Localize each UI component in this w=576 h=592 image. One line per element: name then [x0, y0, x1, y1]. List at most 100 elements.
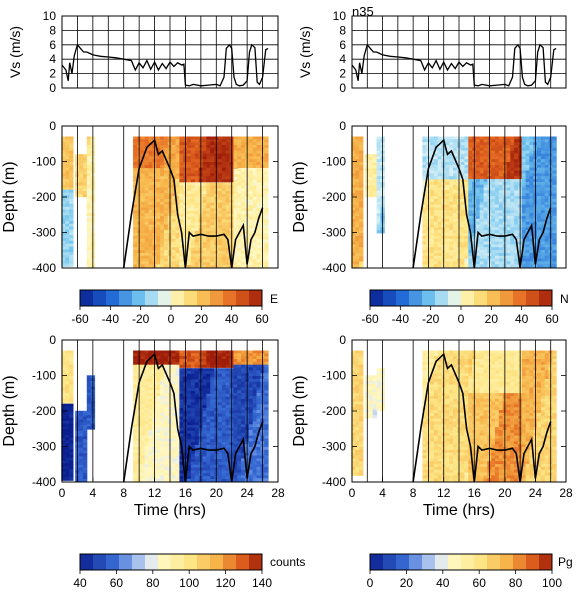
data-cell — [433, 176, 439, 180]
data-cell — [449, 179, 454, 183]
data-cell — [483, 210, 488, 214]
data-cell — [437, 145, 443, 149]
data-cell — [61, 350, 66, 354]
data-cell — [552, 196, 557, 200]
data-cell — [521, 162, 527, 166]
data-cell — [468, 187, 473, 191]
data-cell — [233, 233, 238, 237]
data-cell — [445, 227, 450, 231]
data-cell — [140, 210, 146, 214]
data-cell — [359, 204, 364, 208]
data-cell — [69, 412, 74, 416]
data-cell — [437, 244, 443, 248]
data-cell — [233, 230, 238, 235]
data-cell — [552, 233, 557, 237]
data-cell — [144, 241, 150, 245]
data-cell — [241, 156, 246, 160]
data-cell — [460, 247, 465, 251]
data-cell — [491, 221, 496, 225]
data-cell — [252, 191, 258, 195]
data-cell — [241, 179, 246, 183]
data-cell — [194, 156, 200, 160]
data-cell — [264, 262, 269, 266]
data-cell — [359, 167, 364, 171]
data-cell — [237, 211, 242, 215]
data-cell — [194, 196, 200, 200]
data-cell — [237, 182, 242, 186]
data-cell — [69, 395, 74, 400]
data-cell — [510, 170, 515, 174]
data-cell — [163, 164, 169, 169]
data-cell — [79, 439, 84, 443]
data-cell — [355, 162, 360, 166]
data-cell — [171, 136, 177, 140]
data-cell — [430, 247, 435, 251]
colorbar-segment — [513, 290, 527, 306]
data-cell — [525, 190, 530, 194]
vs-line — [351, 43, 557, 87]
data-cell — [163, 179, 169, 183]
data-cell — [256, 164, 261, 169]
data-cell — [495, 224, 500, 228]
colorbar-segment — [119, 290, 133, 306]
data-cell — [156, 221, 161, 225]
data-cell — [69, 246, 74, 250]
data-cell — [133, 238, 138, 242]
data-cell — [430, 159, 435, 163]
data-cell — [69, 184, 74, 188]
data-cell — [140, 255, 146, 259]
data-cell — [552, 230, 557, 234]
data-cell — [537, 201, 542, 205]
data-cell — [140, 162, 146, 166]
data-cell — [237, 245, 242, 249]
data-cell — [237, 174, 242, 178]
data-cell — [510, 216, 515, 220]
data-cell — [483, 153, 488, 157]
data-cell — [190, 228, 196, 232]
data-cell — [171, 147, 177, 151]
data-cell — [248, 262, 254, 266]
data-cell — [460, 250, 465, 254]
data-cell — [252, 205, 258, 209]
data-cell — [430, 227, 435, 231]
data-cell — [163, 381, 169, 385]
data-cell — [359, 173, 364, 177]
data-cell — [552, 153, 557, 157]
data-cell — [453, 258, 458, 262]
data-cell — [422, 255, 427, 259]
data-cell — [69, 212, 74, 216]
colorbar-tick-label: 40 — [515, 312, 529, 326]
data-cell — [79, 425, 84, 429]
colorbar-segment — [223, 290, 237, 306]
data-cell — [237, 159, 242, 163]
data-cell — [237, 228, 242, 232]
data-cell — [510, 230, 515, 234]
data-cell — [514, 196, 519, 200]
data-cell — [61, 173, 66, 177]
data-cell — [521, 199, 527, 203]
data-cell — [529, 156, 534, 160]
data-cell — [514, 252, 519, 257]
data-cell — [140, 390, 146, 394]
data-cell — [491, 176, 496, 180]
data-cell — [225, 245, 231, 249]
data-cell — [498, 147, 504, 151]
data-cell — [210, 230, 215, 235]
data-cell — [61, 139, 66, 143]
data-cell — [160, 196, 165, 200]
data-cell — [491, 179, 496, 183]
data-cell — [376, 224, 381, 228]
bottom-depth-line — [412, 138, 552, 269]
data-cell — [144, 150, 150, 154]
data-cell — [156, 193, 161, 197]
data-cell — [376, 204, 381, 208]
data-cell — [449, 247, 454, 251]
data-cell — [445, 235, 450, 240]
data-cell — [422, 204, 427, 208]
data-cell — [529, 147, 534, 151]
data-cell — [160, 193, 165, 197]
data-cell — [437, 164, 443, 169]
data-cell — [190, 173, 196, 177]
data-cell — [86, 201, 92, 205]
data-cell — [210, 211, 215, 215]
